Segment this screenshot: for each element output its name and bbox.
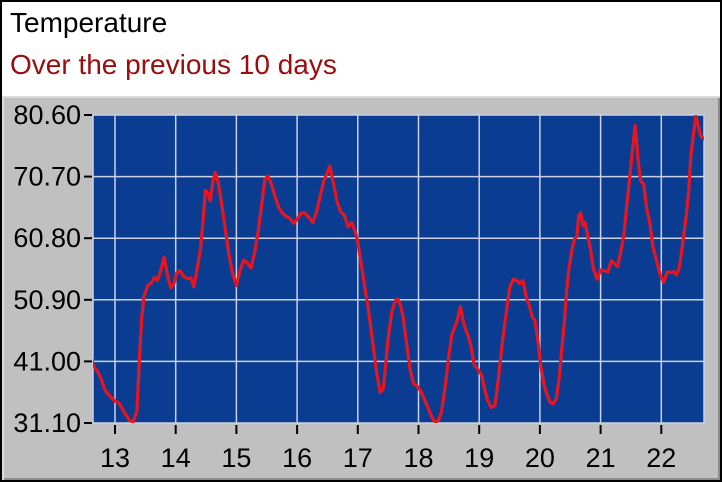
- temperature-chart-canvas: 13 14 15 16 17 18 19 20 21 22 80.60 70.70 60.80 50.90…: [13, 100, 705, 473]
- y-axis-tick-label: 50.90: [13, 285, 81, 315]
- y-axis-tick-label: 80.60: [13, 100, 81, 130]
- x-axis-tick-label: 22: [646, 443, 676, 473]
- temperature-line: [93, 115, 704, 423]
- chart-header: Temperature Over the previous 10 days: [2, 2, 720, 96]
- y-axis-tick-label: 70.70: [13, 162, 81, 192]
- x-axis-tick-label: 19: [464, 443, 494, 473]
- x-axis-tick-label: 20: [525, 443, 555, 473]
- chart-subtitle: Over the previous 10 days: [10, 49, 337, 80]
- y-axis-tick-label: 60.80: [13, 223, 81, 253]
- x-axis-tick-label: 18: [403, 443, 433, 473]
- x-axis-tick-label: 15: [221, 443, 251, 473]
- y-axis-tick-label: 41.00: [13, 346, 81, 376]
- x-axis-tick-label: 13: [100, 443, 130, 473]
- chart-panel: 13 14 15 16 17 18 19 20 21 22 80.60 70.70 60.80 50.90…: [2, 96, 720, 480]
- x-axis-tick-label: 17: [343, 443, 373, 473]
- x-axis-tick-label: 21: [586, 443, 616, 473]
- chart-title: Temperature: [10, 7, 168, 38]
- y-axis-tick-label: 31.10: [13, 408, 81, 438]
- x-axis-tick-label: 16: [282, 443, 312, 473]
- x-axis-tick-label: 14: [161, 443, 191, 473]
